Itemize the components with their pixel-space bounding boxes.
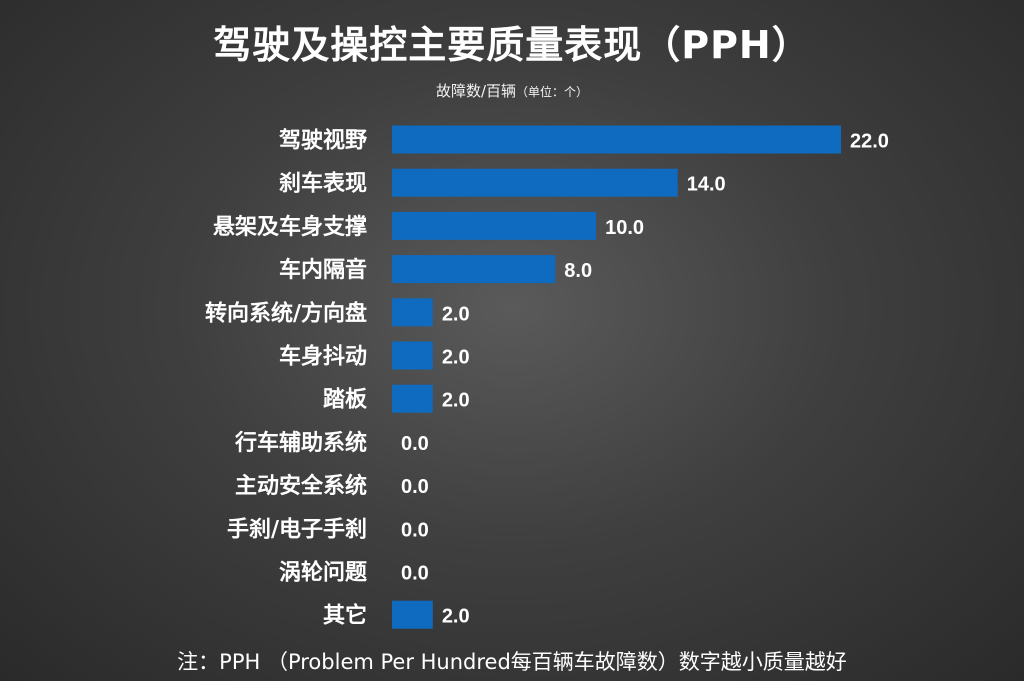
- category-label: 主动安全系统: [235, 473, 367, 499]
- value-label: 22.0: [850, 131, 889, 153]
- category-label: 行车辅助系统: [234, 430, 367, 456]
- bar: [392, 255, 556, 284]
- chart-unit-label: 故障数/百辆（单位：个）: [0, 80, 1024, 101]
- bar: [392, 168, 678, 197]
- category-label: 其它: [323, 603, 367, 629]
- category-label: 车身抖动: [279, 344, 367, 370]
- category-label: 刹车表现: [279, 171, 367, 197]
- bar: [392, 341, 433, 370]
- category-label: 车内隔音: [279, 257, 367, 283]
- unit-note-text: （单位：个）: [516, 85, 589, 99]
- chart-title: 驾驶及操控主要质量表现（PPH）: [213, 23, 811, 67]
- bar: [392, 125, 841, 154]
- value-label: 0.0: [401, 519, 429, 541]
- bar: [392, 298, 433, 327]
- value-label: 14.0: [687, 174, 726, 196]
- footnote: 注：PPH （Problem Per Hundred每百辆车故障数）数字越小质量…: [177, 650, 847, 674]
- value-label: 0.0: [401, 476, 429, 498]
- category-label: 驾驶视野: [279, 128, 367, 154]
- value-label: 2.0: [442, 390, 470, 412]
- value-label: 0.0: [401, 433, 429, 455]
- unit-label-text: 故障数/百辆: [435, 82, 517, 100]
- category-label: 转向系统/方向盘: [205, 300, 367, 326]
- value-label: 0.0: [401, 563, 429, 585]
- bar: [392, 211, 597, 240]
- value-label: 8.0: [564, 260, 592, 282]
- value-label: 2.0: [442, 347, 470, 369]
- value-label: 2.0: [442, 303, 470, 325]
- category-label: 悬架及车身支撑: [213, 214, 367, 240]
- category-label: 涡轮问题: [279, 560, 368, 586]
- value-label: 10.0: [605, 217, 644, 239]
- bar: [392, 384, 433, 413]
- bar: [392, 600, 433, 629]
- value-label: 2.0: [442, 606, 470, 628]
- category-label: 手刹/电子手刹: [227, 517, 367, 542]
- category-label: 踏板: [323, 388, 368, 413]
